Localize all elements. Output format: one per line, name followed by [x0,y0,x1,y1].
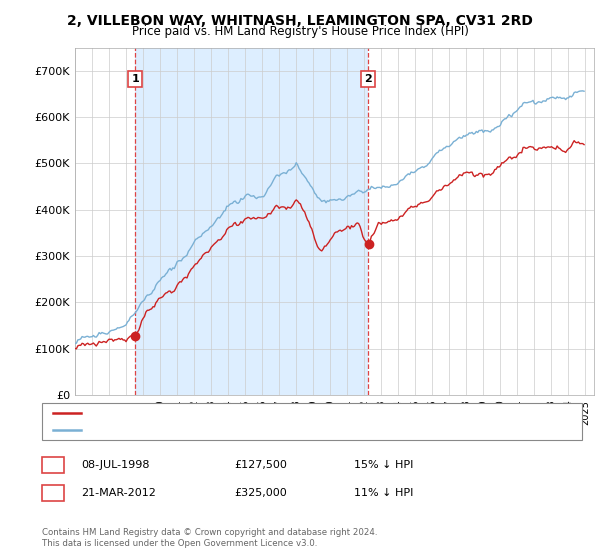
Text: HPI: Average price, detached house, Warwick: HPI: Average price, detached house, Warw… [87,425,313,435]
Text: 2, VILLEBON WAY, WHITNASH, LEAMINGTON SPA, CV31 2RD: 2, VILLEBON WAY, WHITNASH, LEAMINGTON SP… [67,14,533,28]
Text: 2: 2 [364,74,372,84]
Text: Price paid vs. HM Land Registry's House Price Index (HPI): Price paid vs. HM Land Registry's House … [131,25,469,38]
Text: 15% ↓ HPI: 15% ↓ HPI [354,460,413,470]
Text: £325,000: £325,000 [234,488,287,498]
Bar [135,48,368,395]
Text: 21-MAR-2012: 21-MAR-2012 [81,488,156,498]
Text: 2: 2 [49,488,56,498]
Text: 1: 1 [49,460,56,470]
Text: 1: 1 [131,74,139,84]
Text: Contains HM Land Registry data © Crown copyright and database right 2024.
This d: Contains HM Land Registry data © Crown c… [42,528,377,548]
Text: £127,500: £127,500 [234,460,287,470]
Text: 08-JUL-1998: 08-JUL-1998 [81,460,149,470]
Text: 11% ↓ HPI: 11% ↓ HPI [354,488,413,498]
Text: 2, VILLEBON WAY, WHITNASH, LEAMINGTON SPA, CV31 2RD (detached house): 2, VILLEBON WAY, WHITNASH, LEAMINGTON SP… [87,408,476,418]
